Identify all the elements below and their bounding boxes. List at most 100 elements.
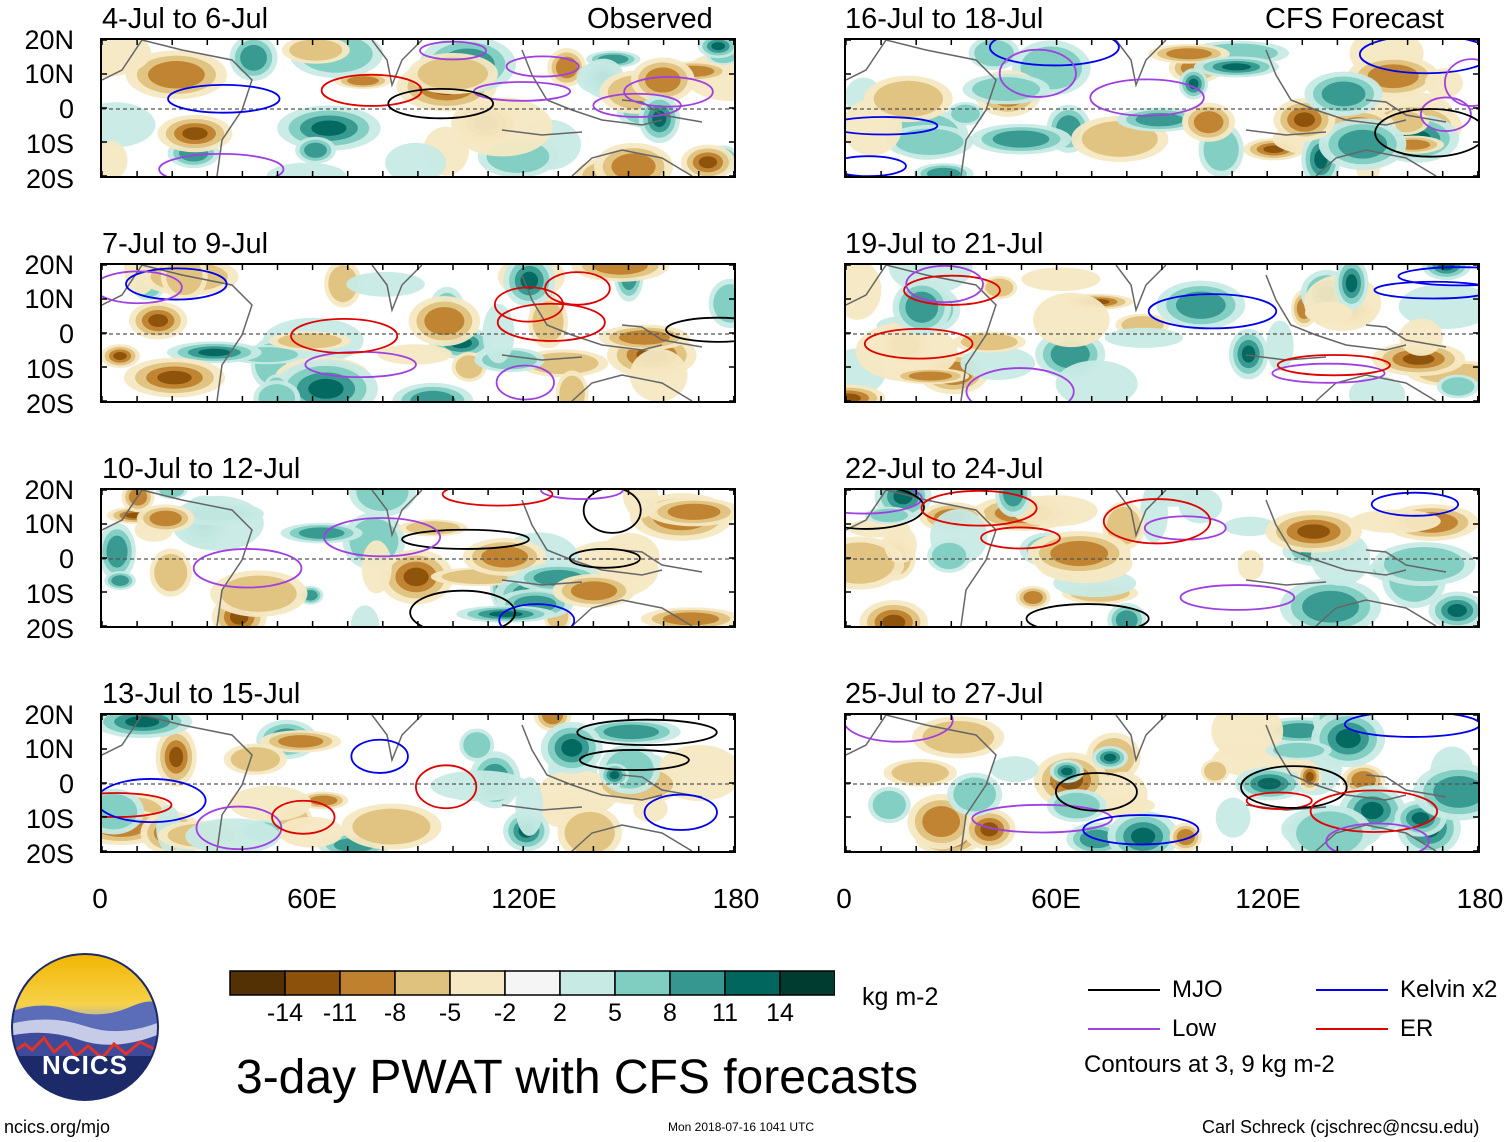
colorbar-swatch — [394, 970, 451, 996]
x-axis-label: 60E — [287, 883, 337, 914]
colorbar-swatch — [669, 970, 726, 996]
y-axis-label: 10N — [24, 284, 74, 314]
colorbar — [229, 970, 836, 1001]
y-axis-label: 10S — [25, 129, 74, 159]
map-panel-observed-4 — [100, 713, 736, 853]
x-axis-label: 0 — [92, 883, 108, 914]
colorbar-label: 2 — [553, 999, 567, 1027]
y-axis-label: 0 — [58, 769, 74, 799]
colorbar-label: 14 — [766, 999, 794, 1027]
map-panel-observed-2 — [100, 263, 736, 403]
y-axis-label: 20N — [24, 25, 74, 55]
coastlines — [102, 715, 703, 851]
y-axis-label: 0 — [58, 319, 74, 349]
legend-label: Low — [1172, 1015, 1217, 1042]
colorbar-label: 8 — [663, 999, 677, 1027]
colorbar-label: -5 — [438, 999, 462, 1027]
panel-title: 4-Jul to 6-Jul — [102, 3, 269, 35]
tick-marks — [846, 715, 1478, 851]
colorbar-label: 11 — [712, 999, 738, 1027]
map-panel-forecast-4 — [844, 713, 1480, 853]
panel-title: 10-Jul to 12-Jul — [102, 453, 301, 485]
wave-contours — [102, 718, 718, 851]
colorbar-swatch — [779, 970, 836, 996]
legend-line-kelvin — [1316, 989, 1388, 991]
footer-timestamp: Mon 2018-07-16 1041 UTC — [668, 1120, 815, 1134]
x-axis-label: 180 — [712, 883, 760, 914]
pwat-shading — [846, 490, 1478, 626]
map-panel-forecast-2 — [844, 263, 1480, 403]
pwat-shading — [846, 40, 1464, 176]
y-axis-label: 10S — [25, 354, 74, 384]
y-axis-label: 10S — [25, 579, 74, 609]
y-axis-label: 20N — [24, 475, 74, 505]
y-axis-label: 0 — [58, 544, 74, 574]
wave-contours — [102, 267, 734, 401]
pwat-shading — [102, 715, 734, 851]
wave-contours — [846, 490, 1460, 626]
contour-note: Contours at 3, 9 kg m-2 — [1084, 1051, 1335, 1078]
wave-contours — [863, 265, 1478, 401]
ncics-logo — [10, 952, 160, 1102]
colorbar-swatch — [504, 970, 561, 996]
map-panel-forecast-3 — [844, 488, 1480, 628]
y-axis-label: 20S — [25, 164, 74, 194]
x-axis-label: 120E — [1235, 883, 1301, 914]
colorbar-swatch — [614, 970, 671, 996]
y-axis-label: 20S — [25, 389, 74, 419]
wave-contours — [846, 715, 1478, 851]
map-panel-observed-3 — [100, 488, 736, 628]
colorbar-swatch — [339, 970, 396, 996]
tick-marks — [846, 265, 1478, 401]
legend-label: ER — [1400, 1015, 1434, 1042]
colorbar-label: 5 — [608, 999, 622, 1027]
y-axis-label: 20N — [24, 700, 74, 730]
y-axis-label: 0 — [58, 94, 74, 124]
colorbar-swatch — [559, 970, 616, 996]
x-axis-label: 180 — [1456, 883, 1504, 914]
colorbar-label: -2 — [493, 999, 517, 1027]
panel-title: 16-Jul to 18-Jul — [845, 3, 1044, 35]
legend-line-low — [1088, 1028, 1160, 1030]
colorbar-swatch — [284, 970, 341, 996]
column-header-observed: Observed — [587, 3, 713, 35]
pwat-shading — [102, 265, 734, 401]
main-title: 3-day PWAT with CFS forecasts — [236, 1051, 918, 1104]
colorbar-label: -11 — [322, 999, 358, 1027]
map-panel-observed-1 — [100, 38, 736, 178]
wave-contours — [846, 40, 1478, 176]
legend-label: MJO — [1172, 976, 1223, 1003]
tick-marks — [102, 265, 734, 401]
colorbar-swatch — [229, 970, 286, 996]
panel-title: 19-Jul to 21-Jul — [845, 228, 1044, 260]
x-axis-label: 120E — [491, 883, 557, 914]
coastlines — [846, 715, 1447, 851]
y-axis-label: 20N — [24, 250, 74, 280]
colorbar-swatch — [724, 970, 781, 996]
wave-contours — [158, 40, 714, 176]
tick-marks — [846, 40, 1478, 176]
coastlines — [102, 490, 703, 626]
panel-title: 13-Jul to 15-Jul — [102, 678, 301, 710]
colorbar-units: kg m-2 — [862, 983, 939, 1011]
column-header-forecast: CFS Forecast — [1265, 3, 1444, 35]
footer-url: ncics.org/mjo — [4, 1117, 111, 1137]
colorbar-label: -14 — [266, 999, 304, 1027]
y-axis-label: 10N — [24, 59, 74, 89]
x-axis-label: 60E — [1031, 883, 1081, 914]
legend-line-er — [1316, 1028, 1388, 1030]
y-axis-label: 20S — [25, 839, 74, 869]
wave-contours — [192, 490, 642, 626]
tick-marks — [102, 715, 734, 851]
x-axis-label: 0 — [836, 883, 852, 914]
y-axis-label: 10N — [24, 734, 74, 764]
colorbar-label: -8 — [383, 999, 407, 1027]
panel-title: 22-Jul to 24-Jul — [845, 453, 1044, 485]
logo-text: NCICS — [42, 1050, 128, 1080]
y-axis-label: 20S — [25, 614, 74, 644]
colorbar-swatch — [449, 970, 506, 996]
tick-marks — [102, 490, 734, 626]
y-axis-label: 10N — [24, 509, 74, 539]
footer-author: Carl Schreck (cjschrec@ncsu.edu) — [1202, 1117, 1480, 1137]
tick-marks — [846, 490, 1478, 626]
